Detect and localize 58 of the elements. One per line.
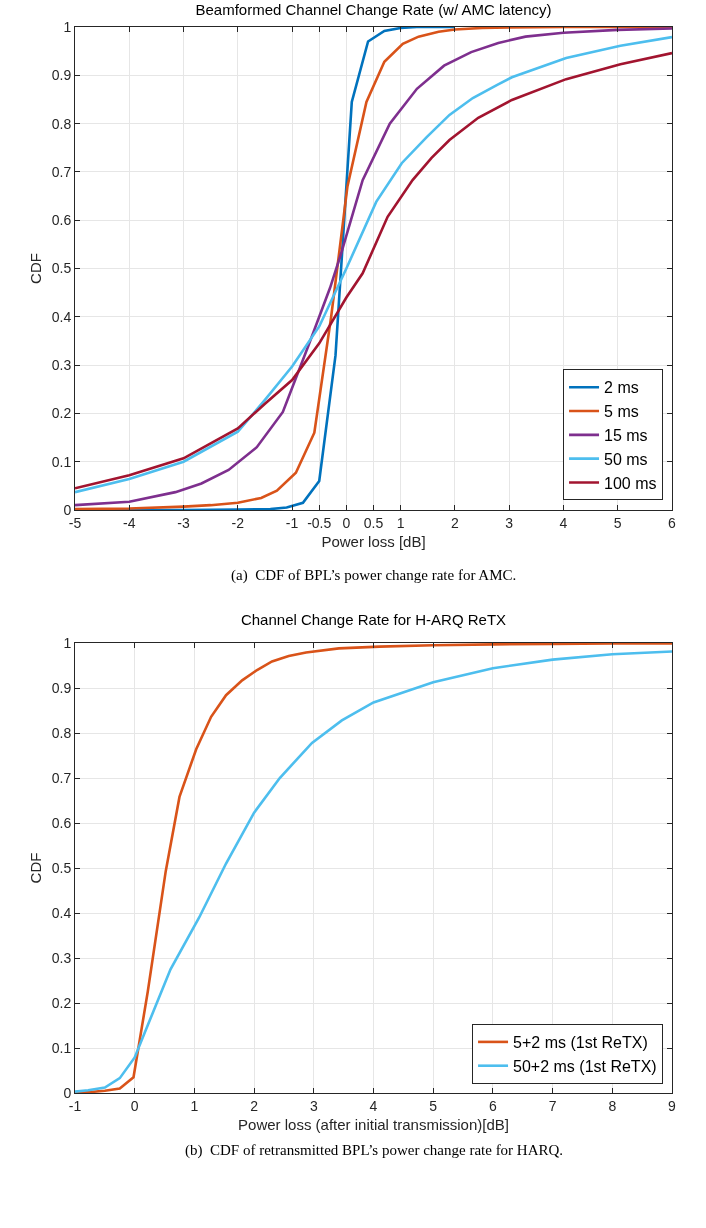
x-tick-label: 5 xyxy=(429,1097,438,1114)
x-tick-label: 0 xyxy=(130,1097,139,1114)
y-tick-label: 0.2 xyxy=(51,405,72,422)
y-tick-label: 0.8 xyxy=(51,724,72,741)
x-tick-label: 2 xyxy=(451,514,460,531)
legend-label: 5+2 ms (1st ReTX) xyxy=(513,1034,648,1052)
x-axis-title: Power loss [dB] xyxy=(321,532,426,550)
y-tick-label: 0.7 xyxy=(51,769,72,786)
legend-label: 50+2 ms (1st ReTX) xyxy=(513,1057,657,1075)
y-tick-label: 0.7 xyxy=(51,163,72,180)
x-tick-label: 7 xyxy=(548,1097,557,1114)
y-tick-label: 0.8 xyxy=(51,115,72,132)
x-tick-label: 2 xyxy=(250,1097,259,1114)
y-tick-label: 1 xyxy=(63,18,72,35)
y-tick-label: 0.6 xyxy=(51,212,72,229)
legend-label: 5 ms xyxy=(604,403,639,421)
x-tick-label: 1 xyxy=(396,514,405,531)
y-tick-label: 0.3 xyxy=(51,949,72,966)
chart-title: Beamformed Channel Change Rate (w/ AMC latency) xyxy=(195,0,552,18)
y-tick-label: 0.1 xyxy=(51,1039,72,1056)
text: (b) CDF of retransmitted BPL’s power change rate for HARQ. xyxy=(185,1142,564,1159)
x-tick-label: 0.5 xyxy=(363,514,384,531)
y-tick-label: 0.3 xyxy=(51,357,72,373)
chart-title: Channel Change Rate for H-ARQ ReTX xyxy=(240,610,507,628)
y-tick-label: 0.9 xyxy=(51,679,72,696)
x-tick-label: -1 xyxy=(285,514,299,531)
legend-label: 15 ms xyxy=(604,427,648,445)
x-axis-title: Power loss (after initial transmission)[dB] xyxy=(238,1115,509,1133)
text: (a) CDF of BPL’s power change rate for AMC. xyxy=(231,567,517,584)
y-tick-label: 0.5 xyxy=(51,859,72,876)
x-tick-label: 0 xyxy=(342,514,351,531)
x-tick-label: -4 xyxy=(123,514,136,531)
x-tick-label: 9 xyxy=(668,1097,677,1114)
legend-label: 100 ms xyxy=(604,474,657,492)
y-tick-label: 0.6 xyxy=(51,814,72,831)
y-tick-label: 0.1 xyxy=(51,453,72,470)
x-tick-label: 3 xyxy=(505,514,514,531)
y-tick-label: 0.2 xyxy=(51,994,72,1011)
x-tick-label: 6 xyxy=(489,1097,497,1114)
y-tick-label: 0.5 xyxy=(51,260,72,277)
y-axis-title: CDF xyxy=(26,852,44,884)
x-tick-label: 8 xyxy=(608,1097,617,1114)
y-tick-label: 1 xyxy=(63,634,72,651)
x-tick-label: 5 xyxy=(613,514,622,531)
legend-label: 50 ms xyxy=(604,450,648,468)
x-tick-label: 4 xyxy=(369,1097,378,1114)
x-tick-label: 3 xyxy=(309,1097,318,1114)
y-axis-title: CDF xyxy=(26,253,44,284)
x-tick-label: -2 xyxy=(231,514,245,531)
x-tick-label: 4 xyxy=(559,514,568,531)
y-tick-label: 0.4 xyxy=(51,904,72,921)
y-tick-label: 0.9 xyxy=(51,67,72,84)
x-tick-label: -3 xyxy=(177,514,190,531)
x-tick-label: -0.5 xyxy=(307,514,332,531)
x-tick-label: 6 xyxy=(668,514,677,531)
y-tick-label: 0.4 xyxy=(51,308,72,325)
legend-label: 2 ms xyxy=(604,379,639,397)
x-tick-label: 1 xyxy=(190,1097,199,1114)
